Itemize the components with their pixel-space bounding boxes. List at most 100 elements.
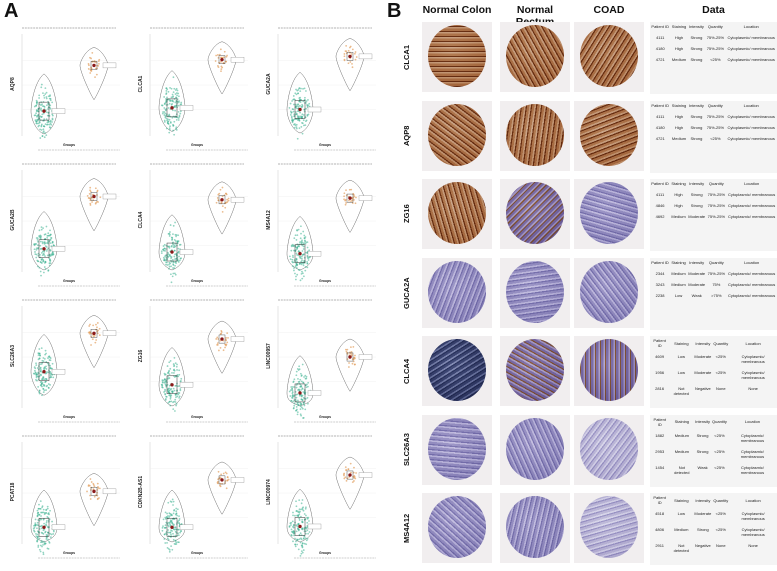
normal-sample-point: [300, 232, 302, 235]
table-row: 2911 Not detected Negative None None: [650, 540, 777, 556]
tumor-sample-point: [88, 64, 90, 67]
normal-sample-point: [165, 93, 168, 95]
normal-sample-point: [178, 519, 180, 522]
table-cell: Cytoplasmic/ membranous: [727, 281, 776, 287]
tumor-sample-point: [216, 342, 219, 344]
normal-sample-point: [45, 378, 47, 380]
tumor-sample-point: [220, 68, 223, 70]
normal-sample-point: [173, 372, 175, 374]
tumor-sample-point: [353, 52, 356, 55]
tumor-sample-point: [345, 202, 347, 204]
tumor-sample-point: [345, 348, 347, 351]
tumor-sample-point: [345, 194, 348, 197]
normal-sample-point: [164, 383, 167, 386]
normal-sample-point: [40, 382, 43, 385]
normal-sample-point: [35, 248, 38, 251]
normal-sample-point: [162, 248, 165, 251]
tumor-sample-point: [220, 70, 222, 73]
table-cell: 4180: [655, 46, 665, 51]
normal-sample-point: [306, 103, 308, 106]
normal-sample-point: [169, 531, 172, 534]
normal-sample-point: [46, 239, 49, 242]
normal-sample-point: [175, 507, 178, 510]
normal-sample-point: [35, 364, 38, 367]
normal-sample-point: [172, 500, 175, 503]
normal-sample-point: [38, 389, 41, 392]
normal-sample-point: [163, 107, 166, 109]
panel-a-label: A: [4, 0, 19, 22]
normal-sample-point: [33, 372, 36, 375]
normal-sample-point: [178, 518, 181, 520]
normal-sample-point: [49, 126, 52, 129]
tumor-sample-point: [347, 468, 350, 471]
table-cell: <25%: [715, 354, 726, 359]
normal-sample-point: [36, 265, 39, 268]
normal-sample-point: [175, 510, 178, 513]
group-axis-title: Groups: [191, 415, 203, 419]
normal-sample-point: [306, 529, 309, 532]
normal-median-point: [170, 250, 174, 254]
tumor-sample-point: [351, 362, 354, 365]
violin-plot-zg16: ZG16 Groups: [136, 294, 256, 424]
gene-axis-label: CDKN2B-AS1: [138, 476, 144, 508]
normal-sample-point: [302, 245, 305, 248]
table-cell: 4806: [655, 527, 665, 532]
violin-plot-guca2b: GUCA2B Groups: [8, 158, 128, 288]
violin-plot-linc00974: LINC00974 Groups: [264, 430, 384, 560]
tumor-sample-point: [89, 186, 92, 189]
normal-sample-point: [291, 265, 294, 268]
normal-sample-point: [33, 526, 36, 529]
tumor-sample-point: [96, 488, 99, 491]
normal-sample-point: [47, 383, 50, 385]
normal-sample-point: [167, 107, 170, 109]
normal-sample-point: [306, 383, 308, 386]
tumor-sample-point: [86, 194, 89, 197]
normal-sample-point: [43, 522, 46, 525]
normal-sample-point: [174, 273, 177, 276]
normal-sample-point: [161, 379, 164, 382]
table-header-cell: Patient ID: [651, 102, 669, 108]
tumor-sample-point: [96, 190, 99, 193]
table-cell: Cytoplasmic/ membranous: [727, 113, 775, 119]
tumor-sample-point: [352, 346, 355, 348]
table-cell: 75%-25%: [707, 214, 725, 219]
normal-sample-point: [37, 538, 39, 540]
normal-sample-point: [164, 374, 166, 376]
table-header-cell: Location: [743, 102, 759, 108]
normal-sample-point: [299, 241, 301, 244]
normal-sample-point: [43, 366, 46, 369]
normal-sample-point: [34, 253, 37, 256]
normal-sample-point: [44, 123, 47, 125]
tumor-sample-point: [220, 201, 223, 204]
normal-sample-point: [300, 87, 302, 90]
normal-sample-point: [46, 254, 49, 257]
normal-sample-point: [292, 254, 294, 257]
normal-sample-point: [302, 549, 305, 551]
tumor-sample-point: [93, 485, 96, 488]
table-header-cell: Quantity: [708, 259, 724, 265]
normal-sample-point: [173, 255, 176, 258]
tumor-sample-point: [92, 324, 95, 327]
normal-sample-point: [289, 102, 292, 105]
tumor-sample-point: [92, 335, 95, 338]
normal-sample-point: [300, 537, 302, 540]
table-header-cell: Quantity: [707, 24, 723, 29]
normal-sample-point: [301, 388, 304, 390]
table-cell: Low: [674, 292, 683, 298]
table-cell: <25%: [710, 135, 721, 141]
normal-sample-point: [290, 524, 292, 526]
table-cell: Cytoplasmic/ membranous: [727, 124, 775, 130]
table-cell: Weak: [691, 292, 702, 298]
tumor-mean-label-box: [102, 488, 117, 495]
tumor-sample-point: [226, 341, 229, 344]
tumor-sample-point: [219, 482, 222, 485]
normal-sample-point: [301, 122, 304, 125]
normal-sample-point: [39, 244, 42, 247]
normal-sample-point: [303, 376, 305, 378]
tumor-sample-point: [89, 197, 92, 200]
tumor-sample-point: [217, 193, 220, 196]
normal-sample-point: [300, 414, 302, 417]
normal-sample-point: [301, 521, 304, 523]
normal-sample-point: [291, 395, 294, 398]
table-cell: High: [674, 113, 684, 119]
